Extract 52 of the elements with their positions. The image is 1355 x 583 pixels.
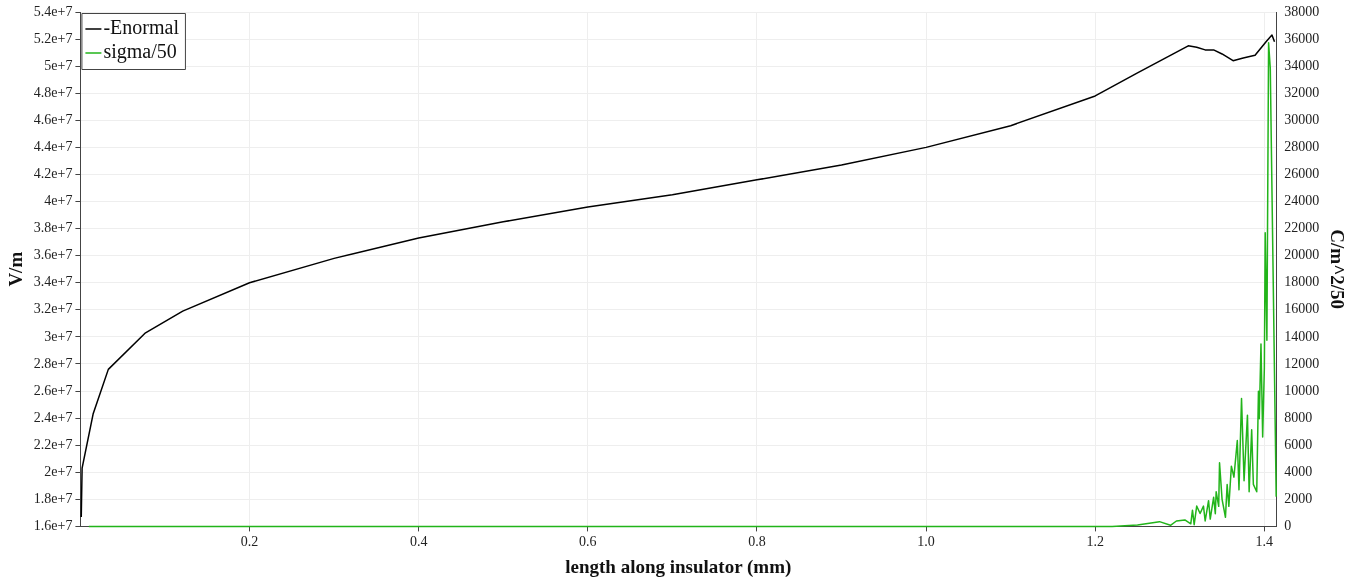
x-tick-label: 0.2 <box>240 534 259 550</box>
y2-tick-label: 0 <box>1284 518 1292 534</box>
y2-tick-label: 20000 <box>1284 247 1320 263</box>
y-tick-label: 3.2e+7 <box>33 301 73 317</box>
y2-tick-label: 10000 <box>1284 382 1320 398</box>
y2-tick-label: 12000 <box>1284 355 1320 371</box>
x-tick-label: 0.6 <box>579 534 597 550</box>
y2-tick-label: 6000 <box>1284 436 1313 452</box>
legend-label: -Enormal <box>103 16 180 39</box>
y-tick-label: 2.2e+7 <box>33 436 73 452</box>
x-tick-label: 0.4 <box>409 534 428 550</box>
y-tick-label: 4.8e+7 <box>33 84 73 100</box>
y2-tick-label: 8000 <box>1284 409 1313 425</box>
y2-tick-label: 30000 <box>1284 111 1320 127</box>
x-tick-label: 1.0 <box>917 534 935 550</box>
y-tick-label: 1.6e+7 <box>33 518 73 534</box>
y-tick-label: 5e+7 <box>44 57 73 73</box>
y-tick-label: 2.8e+7 <box>33 355 73 371</box>
y-tick-label: 5.2e+7 <box>33 30 73 46</box>
y-tick-label: 2.6e+7 <box>33 382 73 398</box>
x-tick-label: 0.8 <box>748 534 766 550</box>
y2-tick-label: 32000 <box>1284 84 1320 100</box>
y2-tick-label: 22000 <box>1284 220 1320 236</box>
y-tick-label: 4.6e+7 <box>33 111 73 127</box>
y2-tick-label: 34000 <box>1284 57 1320 73</box>
y-tick-label: 3.6e+7 <box>33 247 73 263</box>
y-tick-label: 3.4e+7 <box>33 274 73 290</box>
y-tick-label: 2e+7 <box>44 463 73 479</box>
y2-tick-label: 2000 <box>1284 491 1313 506</box>
y2-tick-label: 4000 <box>1284 463 1313 479</box>
legend-label: sigma/50 <box>103 40 177 64</box>
y2-tick-label: 38000 <box>1284 3 1320 19</box>
y-tick-label: 1.8e+7 <box>33 491 73 506</box>
y2-tick-label: 26000 <box>1284 166 1320 182</box>
x-tick-label: 1.4 <box>1255 534 1274 550</box>
y-tick-label: 4e+7 <box>44 193 73 209</box>
y2-tick-label: 28000 <box>1284 139 1320 155</box>
y-tick-label: 3e+7 <box>44 328 73 344</box>
y-tick-label: 5.4e+7 <box>33 3 73 19</box>
y2-tick-label: 14000 <box>1284 328 1320 344</box>
y2-tick-label: 18000 <box>1284 274 1320 290</box>
y-tick-label: 2.4e+7 <box>33 409 73 425</box>
y-tick-label: 4.4e+7 <box>33 139 73 155</box>
y-tick-label: 3.8e+7 <box>33 220 73 236</box>
y2-axis-title: C/m^2/50 <box>1326 229 1348 310</box>
y-axis-title: V/m <box>5 251 27 287</box>
y2-tick-label: 36000 <box>1284 30 1320 46</box>
x-axis-title: length along insulator (mm) <box>565 555 792 578</box>
y2-tick-label: 16000 <box>1284 301 1320 317</box>
y2-tick-label: 24000 <box>1284 193 1320 209</box>
x-tick-label: 1.2 <box>1086 534 1104 550</box>
y-tick-label: 4.2e+7 <box>33 166 73 182</box>
